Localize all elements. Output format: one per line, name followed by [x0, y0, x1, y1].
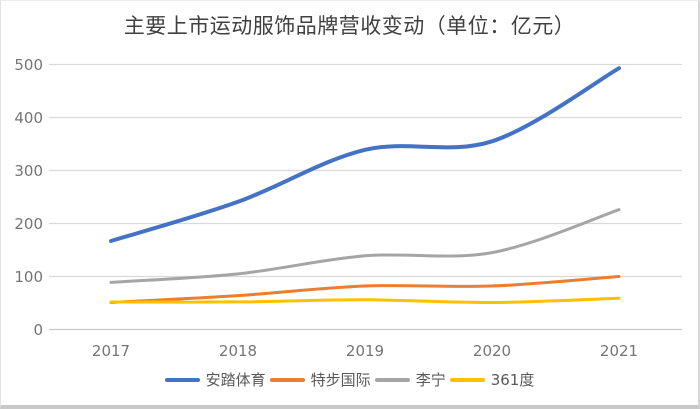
- legend-swatch-lining: [374, 378, 410, 382]
- series-line-x361: [109, 296, 621, 305]
- x-tick-label: 2021: [599, 342, 639, 360]
- legend-swatch-xtep: [269, 378, 305, 382]
- y-tick-label: 100: [14, 267, 43, 286]
- chart-title: 主要上市运动服饰品牌营收变动（单位：亿元）: [123, 14, 576, 38]
- legend-label-x361: 361度: [490, 371, 535, 389]
- legend-swatch-anta: [164, 378, 200, 382]
- y-tick-label: 300: [14, 161, 43, 180]
- series-line-anta: [109, 66, 621, 243]
- series-lines: [109, 66, 621, 305]
- legend-label-xtep: 特步国际: [310, 371, 371, 389]
- series-line-lining: [109, 208, 621, 284]
- gridlines: [49, 63, 682, 331]
- legend: 安踏体育 特步国际 李宁 361度: [1, 370, 698, 390]
- x-tick-label: 2019: [345, 342, 385, 360]
- legend-item-lining: 李宁: [374, 371, 446, 389]
- y-tick-label: 200: [14, 214, 43, 233]
- y-tick-label: 400: [14, 108, 43, 127]
- legend-label-anta: 安踏体育: [205, 371, 266, 389]
- series-line-xtep: [109, 275, 621, 304]
- y-tick-label: 500: [14, 55, 43, 74]
- x-tick-label: 2018: [218, 342, 258, 360]
- x-tick-label: 2017: [91, 342, 131, 360]
- legend-swatch-x361: [449, 378, 485, 382]
- x-tick-label: 2020: [472, 342, 512, 360]
- y-tick-label: 0: [33, 320, 43, 339]
- legend-item-xtep: 特步国际: [269, 371, 371, 389]
- legend-label-lining: 李宁: [415, 371, 446, 389]
- legend-item-anta: 安踏体育: [164, 371, 266, 389]
- legend-item-x361: 361度: [449, 371, 535, 389]
